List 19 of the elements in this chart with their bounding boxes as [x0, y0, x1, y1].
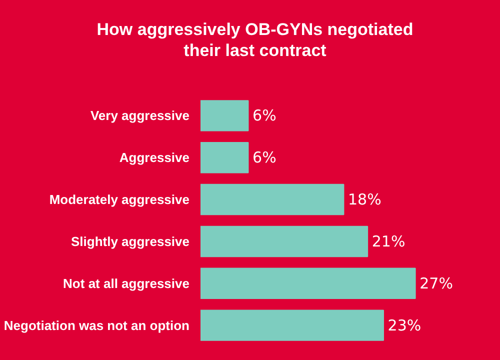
bar [200, 268, 416, 299]
bar [200, 184, 344, 216]
bar [200, 100, 249, 132]
data-label: 6% [252, 148, 276, 167]
y-tick-label: Not at all aggressive [63, 276, 190, 291]
bar [200, 142, 249, 174]
data-label: 18% [348, 190, 382, 209]
y-tick-label: Aggressive [119, 150, 190, 166]
bar [200, 310, 384, 341]
data-label: 27% [420, 274, 453, 292]
y-tick-label: Moderately aggressive [49, 192, 190, 208]
data-label: 21% [372, 232, 406, 250]
data-label: 23% [388, 316, 422, 334]
y-tick-label: Negotiation was not an option [4, 318, 190, 333]
chart-title: How aggressively OB-GYNs negotiated their last contract [96, 19, 414, 61]
y-tick-label: Slightly aggressive [71, 234, 190, 249]
data-label: 6% [252, 106, 276, 125]
y-tick-label: Very aggressive [90, 108, 190, 124]
bar [200, 226, 368, 258]
